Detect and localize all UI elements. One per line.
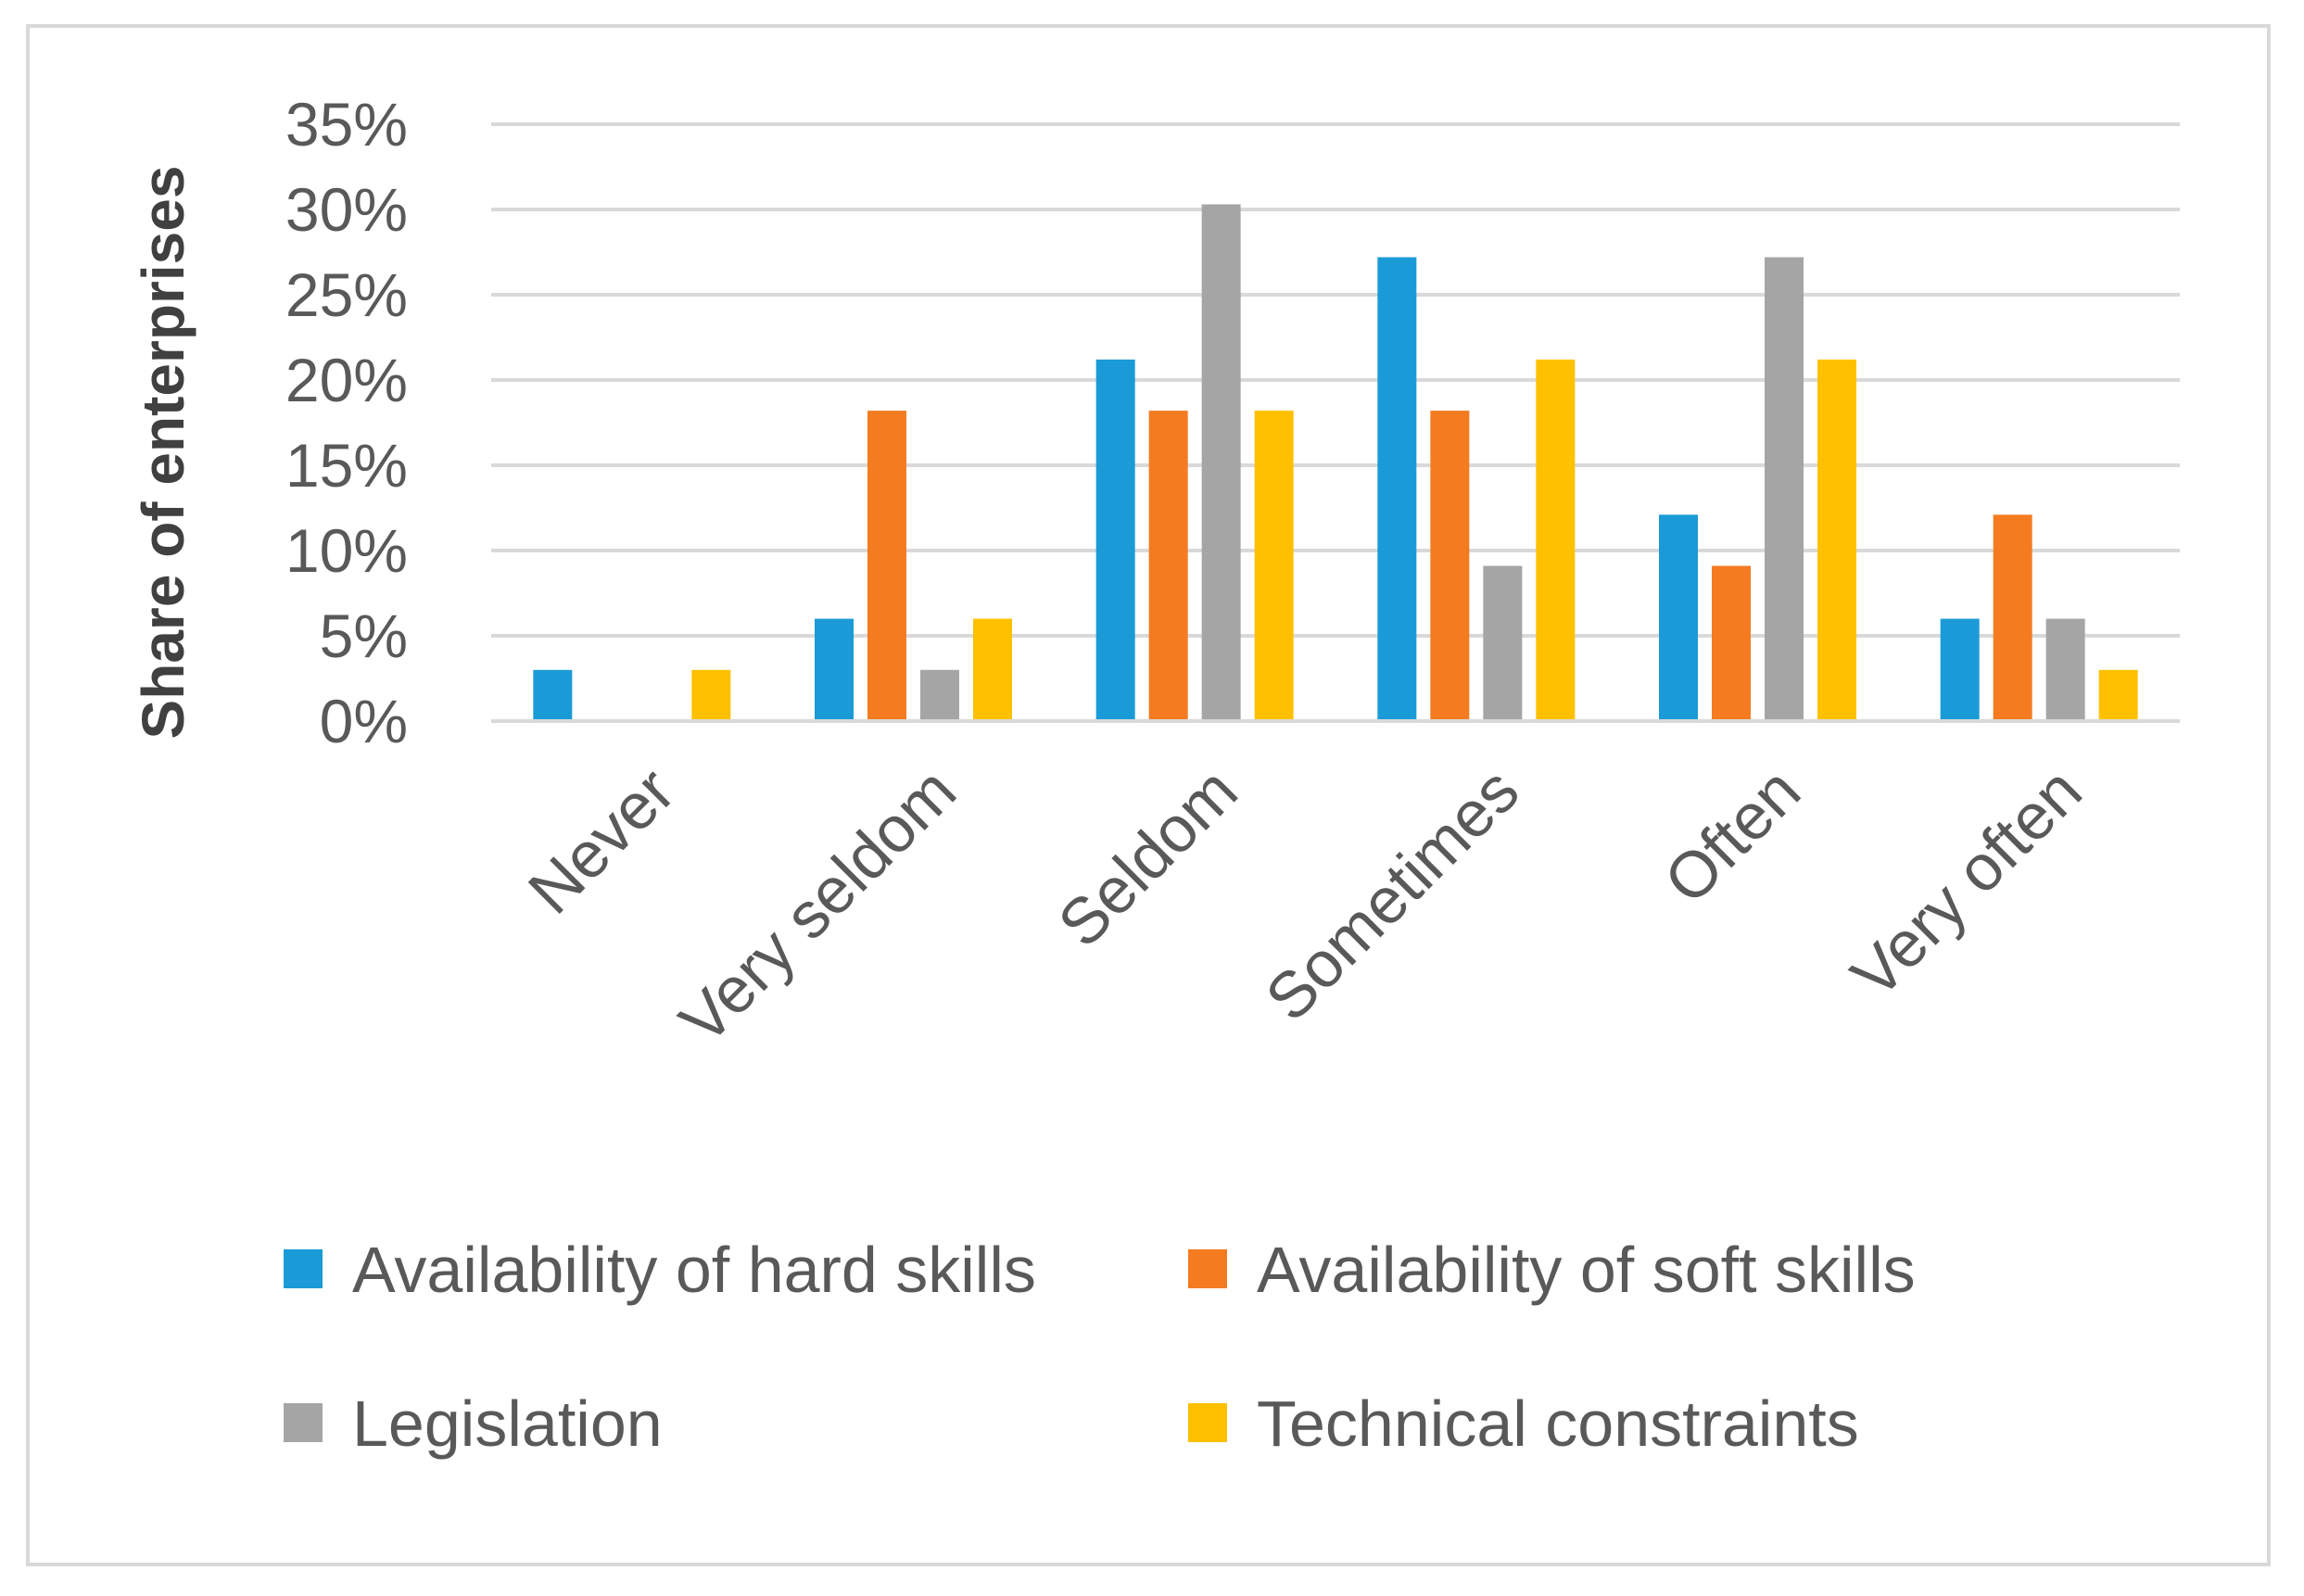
- y-tick-label: 30%: [285, 175, 408, 244]
- x-category-label: Never: [514, 754, 688, 927]
- y-axis-title: Share of enterprises: [130, 166, 196, 740]
- legend-item: Availability of soft skills: [1188, 1234, 1916, 1306]
- bar-availability-of-hard-skills-never: [533, 669, 573, 721]
- y-tick-label: 20%: [285, 346, 408, 414]
- legend: Availability of hard skills Availability …: [284, 1234, 1916, 1460]
- bar-availability-of-soft-skills-sometimes: [1430, 411, 1470, 721]
- x-category-label: Very seldom: [666, 754, 970, 1058]
- legend-swatch: [1188, 1403, 1227, 1442]
- legend-swatch: [1188, 1249, 1227, 1288]
- bar-legislation-often: [1765, 257, 1804, 721]
- bar-technical-constraints-never: [691, 669, 731, 721]
- legend-swatch: [284, 1403, 323, 1442]
- bar-technical-constraints-seldom: [1254, 411, 1294, 721]
- legend-item: Technical constraints: [1188, 1387, 1859, 1460]
- legend-label: Legislation: [352, 1387, 663, 1460]
- bar-availability-of-hard-skills-very-seldom: [815, 618, 854, 721]
- chart-frame: [26, 24, 2271, 1566]
- bar-availability-of-hard-skills-seldom: [1095, 359, 1135, 721]
- legend-item: Legislation: [284, 1387, 663, 1460]
- bar-availability-of-soft-skills-very-often: [1993, 514, 2032, 721]
- y-tick-label: 25%: [285, 260, 408, 329]
- legend-item: Availability of hard skills: [284, 1234, 1036, 1306]
- x-category-label: Seldom: [1044, 754, 1251, 960]
- legend-swatch: [284, 1249, 323, 1288]
- bar-technical-constraints-sometimes: [1536, 359, 1576, 721]
- x-category-label: Sometimes: [1252, 754, 1533, 1034]
- bar-availability-of-hard-skills-often: [1659, 514, 1698, 721]
- x-category-label: Often: [1651, 754, 1814, 917]
- bar-availability-of-hard-skills-very-often: [1940, 618, 1980, 721]
- bar-availability-of-soft-skills-seldom: [1148, 411, 1188, 721]
- y-tick-label: 0%: [320, 687, 408, 755]
- bar-technical-constraints-often: [1817, 359, 1856, 721]
- bar-technical-constraints-very-seldom: [973, 618, 1012, 721]
- bar-legislation-sometimes: [1483, 565, 1523, 721]
- bars: [533, 204, 2138, 722]
- bar-legislation-very-often: [2045, 618, 2085, 721]
- y-tick-label: 5%: [320, 602, 408, 670]
- gridlines: [491, 122, 2180, 638]
- bar-availability-of-soft-skills-very-seldom: [867, 411, 906, 721]
- legend-label: Availability of hard skills: [352, 1234, 1036, 1306]
- bar-legislation-very-seldom: [920, 669, 959, 721]
- legend-label: Availability of soft skills: [1257, 1234, 1916, 1306]
- x-category-label: Very often: [1838, 754, 2095, 1011]
- bar-technical-constraints-very-often: [2098, 669, 2138, 721]
- bar-availability-of-hard-skills-sometimes: [1377, 257, 1417, 721]
- y-tick-label: 35%: [285, 90, 408, 158]
- bar-availability-of-soft-skills-often: [1712, 565, 1751, 721]
- legend-label: Technical constraints: [1257, 1387, 1859, 1460]
- y-tick-label: 15%: [285, 431, 408, 500]
- bar-legislation-seldom: [1201, 204, 1241, 722]
- y-tick-label: 10%: [285, 516, 408, 585]
- y-axis-ticks: 0% 5% 10% 15% 20% 25% 30% 35%: [285, 90, 408, 755]
